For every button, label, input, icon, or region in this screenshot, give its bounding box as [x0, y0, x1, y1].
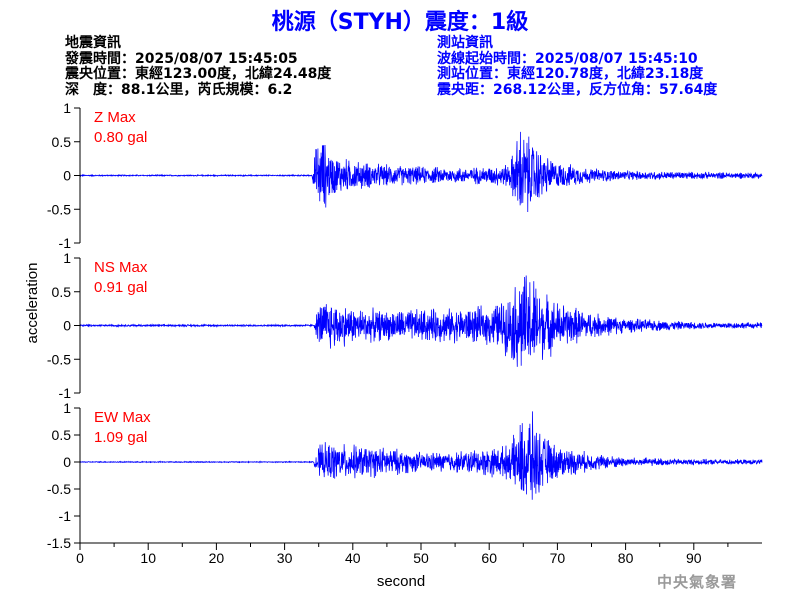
x-tick-label: 70	[550, 550, 566, 566]
max-label-ns: NS Max	[94, 259, 148, 276]
quake-epicenter: 震央位置：東經123.00度，北緯24.48度	[65, 66, 332, 82]
y-tick-label: 0	[63, 318, 71, 334]
trace-ew	[79, 411, 763, 500]
y-axis-title: acceleration	[24, 263, 41, 344]
panel-ns: -1 -0.5 0 0.5 1 NS Max 0.91 gal	[47, 250, 763, 401]
y-tick-label: -0.5	[47, 201, 71, 217]
station-location: 測站位置：東經120.78度，北緯23.18度	[437, 66, 704, 82]
station-info-block: 測站資訊 波線起始時間：2025/08/07 15:45:10 測站位置：東經1…	[437, 35, 718, 98]
y-tick-label: -1.5	[47, 535, 71, 551]
y-tick-label: 0	[63, 454, 71, 470]
y-tick-label: -0.5	[47, 351, 71, 367]
panel-ew: -1.5 -1 -0.5 0 0.5 1 EW Max 1.09 gal	[47, 400, 763, 551]
y-tick-label: 1	[63, 100, 71, 116]
quake-info-block: 地震資訊 發震時間：2025/08/07 15:45:05 震央位置：東經123…	[65, 35, 332, 98]
x-tick-label: 90	[686, 550, 702, 566]
x-tick-label: 60	[481, 550, 497, 566]
max-label-ew: EW Max	[94, 409, 151, 426]
y-tick-label: -1	[59, 235, 72, 251]
y-tick-label: 0	[63, 168, 71, 184]
max-value-ns: 0.91 gal	[94, 279, 147, 296]
y-tick-label: -0.5	[47, 481, 71, 497]
chart-title: 桃源（STYH）震度：1級	[271, 10, 529, 35]
quake-time: 發震時間：2025/08/07 15:45:05	[65, 50, 298, 67]
x-tick-label: 50	[413, 550, 429, 566]
station-info-heading: 測站資訊	[437, 35, 493, 51]
y-tick-label: 1	[63, 250, 71, 266]
x-tick-label: 20	[209, 550, 225, 566]
x-axis-title: second	[377, 573, 425, 590]
y-tick-label: 0.5	[52, 427, 72, 443]
y-tick-label: -1	[59, 385, 72, 401]
station-wave-start: 波線起始時間：2025/08/07 15:45:10	[437, 50, 698, 67]
agency-watermark: 中央氣象署	[657, 573, 738, 591]
y-tick-label: -1	[59, 508, 72, 524]
max-value-z: 0.80 gal	[94, 129, 147, 146]
quake-info-heading: 地震資訊	[65, 35, 121, 51]
panel-z: -1 -0.5 0 0.5 1 Z Max 0.80 gal	[47, 100, 763, 251]
x-tick-label: 0	[76, 550, 84, 566]
max-label-z: Z Max	[94, 109, 136, 126]
x-tick-label: 80	[618, 550, 634, 566]
x-tick-label: 30	[277, 550, 293, 566]
y-tick-label: 0.5	[52, 134, 72, 150]
trace-z	[79, 131, 763, 213]
trace-ns	[79, 275, 763, 367]
station-distance: 震央距：268.12公里，反方位角：57.64度	[437, 81, 718, 98]
quake-depth-magnitude: 深 度：88.1公里，芮氏規模：6.2	[65, 81, 293, 98]
x-tick-label: 40	[345, 550, 361, 566]
y-tick-label: 0.5	[52, 284, 72, 300]
max-value-ew: 1.09 gal	[94, 429, 147, 446]
x-tick-label: 10	[140, 550, 156, 566]
y-tick-label: 1	[63, 400, 71, 416]
